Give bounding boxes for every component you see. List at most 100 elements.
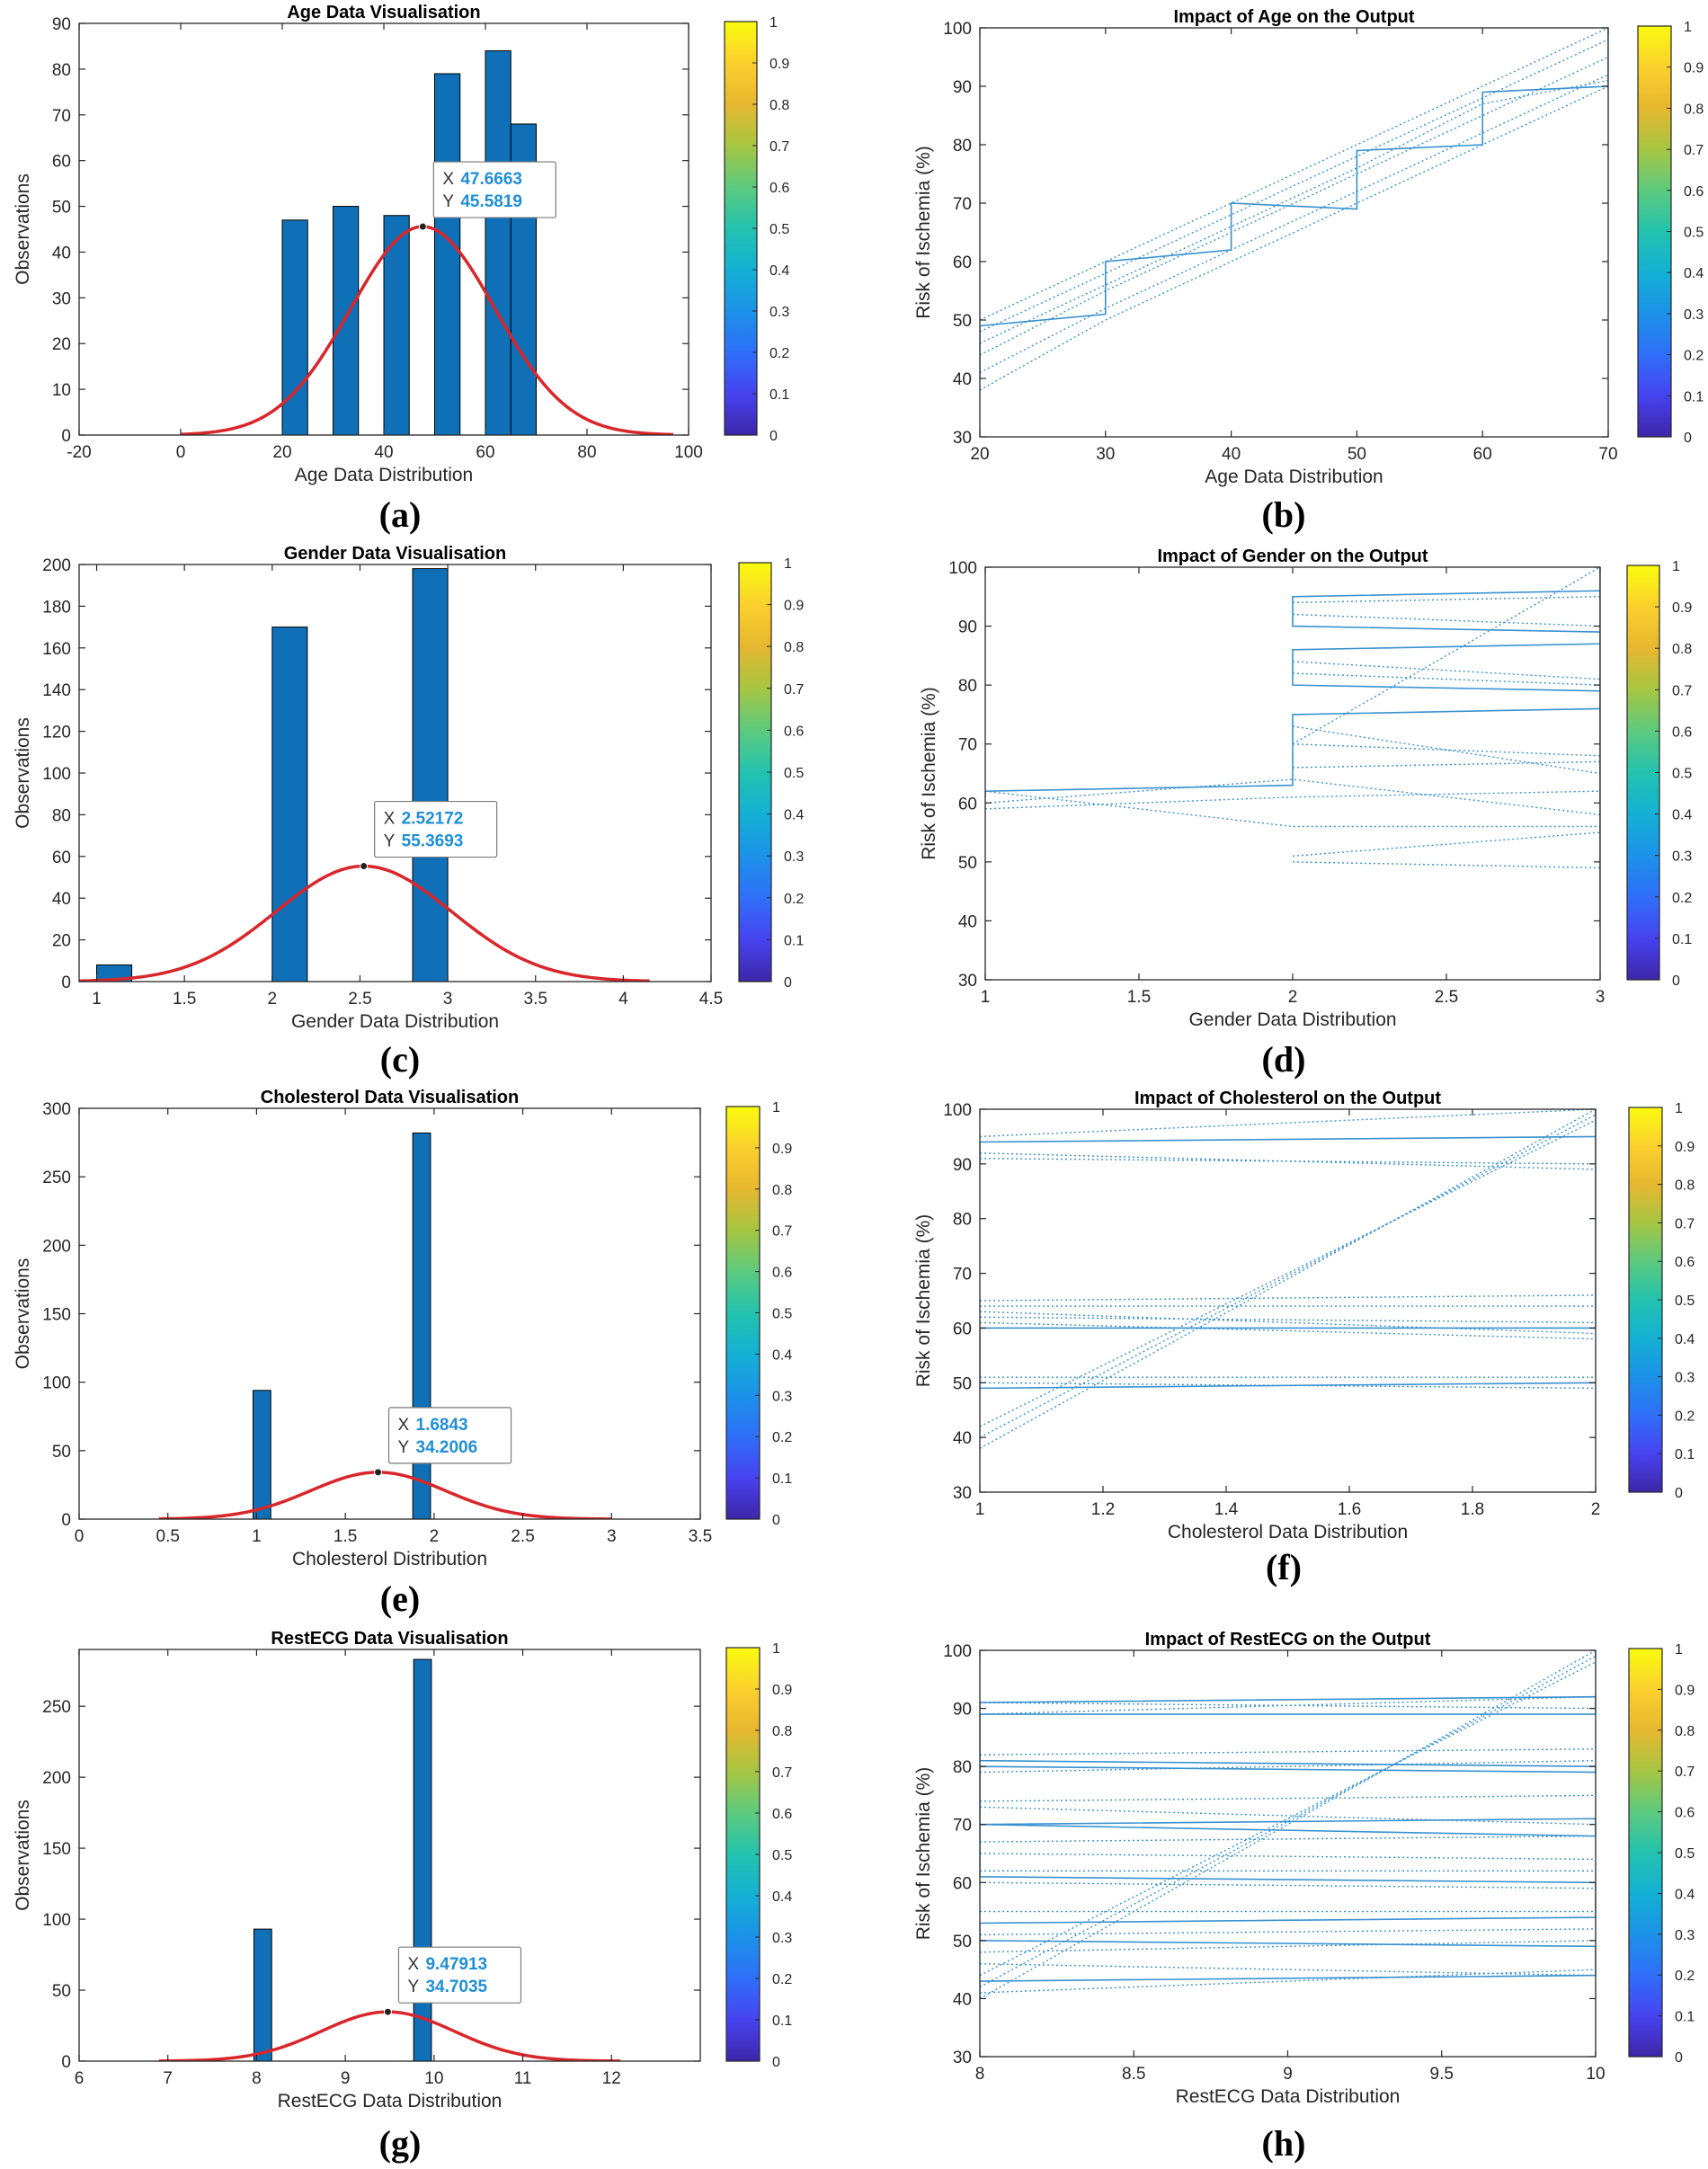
panel-d: 1 1.5 2 2.5 3 30 40 50 60 70 80 90 100 Impact of Gend… (919, 547, 1692, 1080)
dotted-series-line (980, 1158, 1596, 1165)
y-tick-label: 70 (953, 1817, 972, 1836)
colorbar-gradient (725, 1647, 761, 2062)
plot-area (79, 1649, 700, 2061)
x-tick-label: 8 (975, 2065, 985, 2084)
axes-box (78, 1649, 701, 2062)
x-tick-label: 1 (975, 1500, 985, 1519)
x-tick-label: 1.2 (1091, 1500, 1115, 1519)
colorbar-tick-label: 0.7 (772, 1765, 792, 1781)
colorbar-tick-label: 0.1 (772, 1471, 792, 1487)
dotted-series-line (980, 1109, 1596, 1138)
dotted-series-line (980, 74, 1608, 374)
y-tick-label: 100 (42, 1911, 71, 1930)
colorbar-tick-label: 0.8 (772, 1724, 792, 1739)
dotted-series-line (980, 1940, 1596, 1953)
plot-data (980, 1109, 1596, 1449)
dotted-series-line (980, 28, 1608, 321)
dotted-series-line (980, 1928, 1596, 1936)
x-tick-label: 8.5 (1122, 2065, 1145, 2084)
dotted-series-line (1292, 831, 1600, 857)
data-tip-y-prefix: Y (442, 192, 454, 211)
colorbar-tick-label: 0.6 (772, 1266, 792, 1281)
x-tick-label: 80 (577, 443, 596, 462)
colorbar-tick-label: 0.2 (769, 346, 789, 361)
data-tip-y-prefix: Y (398, 1438, 410, 1457)
data-tip[interactable]: X 9.47913 Y 34.7035 (383, 1946, 522, 2016)
x-tick-label: 7 (163, 2069, 173, 2088)
y-tick-label: 50 (953, 1933, 972, 1951)
panel-c: 1 1.5 2 2.5 3 3.5 4 4.5 0 20 40 60 80 100 120 140 160 180… (13, 544, 804, 1080)
colorbar-tick-label: 0.4 (769, 263, 789, 279)
data-tip-box (397, 1946, 522, 2004)
colorbar-tick-label: 0.9 (784, 599, 804, 614)
colorbar-gradient (1628, 1107, 1663, 1493)
colorbar: 0 0.1 0.2 0.3 0.4 0.5 0.6 0.7 0.8 0.9 1 (1628, 1101, 1695, 1501)
plot-area (79, 564, 711, 982)
colorbar-tick-label: 0.3 (1675, 1371, 1695, 1386)
colorbar-tick-label: 1 (1675, 1101, 1683, 1116)
y-tick-label: 180 (42, 598, 71, 617)
x-tick-label: 9 (1283, 2065, 1293, 2084)
colorbar-gradient (725, 1106, 761, 1520)
colorbar-tick-label: 0.4 (1672, 808, 1692, 823)
y-tick-label: 100 (943, 20, 972, 39)
y-tick-label: 40 (52, 244, 71, 262)
x-tick-label: 2 (268, 990, 278, 1009)
data-tip-x-value: 9.47913 (425, 1955, 487, 1974)
x-axis-label: RestECG Data Distribution (278, 2091, 503, 2111)
colorbar-tick-label: 0.1 (1675, 2010, 1695, 2025)
x-tick-label: 40 (1222, 445, 1241, 464)
y-tick-label: 60 (953, 1320, 972, 1338)
y-tick-label: 0 (61, 1511, 71, 1530)
x-tick-label: 8 (252, 2069, 262, 2088)
colorbar-tick-label: 0.4 (1675, 1332, 1695, 1347)
bar (434, 73, 461, 435)
panel-caption: (b) (1262, 494, 1306, 535)
x-tick-label: 50 (1348, 445, 1366, 464)
dotted-series-line (985, 790, 1600, 810)
y-tick-label: 90 (953, 1156, 972, 1175)
x-tick-label: 6 (75, 2069, 85, 2088)
y-tick-label: 250 (42, 1698, 71, 1717)
bar (252, 1390, 271, 1519)
dotted-series-line (980, 1661, 1596, 1977)
plot-data (980, 1650, 1596, 2000)
data-tip[interactable]: X 2.52172 Y 55.3693 (360, 800, 498, 871)
y-tick-label: 90 (958, 618, 977, 637)
colorbar-tick-label: 0.1 (784, 933, 804, 948)
y-tick-label: 200 (42, 1237, 71, 1256)
x-tick-label: 2.5 (511, 1527, 534, 1546)
y-tick-label: 100 (42, 765, 71, 784)
dotted-series-line (980, 1759, 1596, 1773)
chart-title: Cholesterol Data Visualisation (261, 1088, 520, 1107)
y-tick-label: 60 (953, 1874, 972, 1893)
colorbar-tick-label: 1 (784, 556, 792, 572)
colorbar-tick-label: 0.8 (1675, 1178, 1695, 1194)
plot-data (980, 28, 1608, 391)
data-tip-x-prefix: X (398, 1416, 410, 1435)
y-axis-label: Observations (13, 717, 33, 829)
colorbar-tick-label: 0.3 (1684, 307, 1704, 323)
colorbar-tick-label: 1 (1675, 1642, 1683, 1658)
colorbar-tick-label: 0.5 (784, 766, 804, 781)
y-tick-label: 40 (52, 890, 71, 909)
dotted-series-line (980, 1114, 1596, 1438)
dotted-series-line (980, 1881, 1596, 1889)
y-tick-label: 80 (953, 1211, 972, 1230)
chart-title: Impact of RestECG on the Output (1145, 1630, 1431, 1649)
colorbar-tick-label: 0.5 (1675, 1293, 1695, 1309)
colorbar-gradient (1626, 564, 1660, 981)
y-tick-label: 30 (958, 972, 977, 991)
panel-caption: (a) (379, 494, 422, 535)
plot-area (980, 1650, 1596, 2057)
data-tip[interactable]: X 47.6663 Y 45.5819 (418, 161, 556, 231)
dotted-series-line (1292, 861, 1600, 869)
y-tick-label: 40 (953, 1990, 972, 2009)
data-tip[interactable]: X 1.6843 Y 34.2006 (374, 1407, 512, 1477)
colorbar-tick-label: 0.2 (1675, 1409, 1695, 1424)
y-tick-label: 60 (953, 253, 972, 272)
colorbar-tick-label: 0.3 (772, 1931, 792, 1946)
dotted-series-line (980, 1695, 1596, 1715)
x-tick-label: 9 (341, 2069, 351, 2088)
